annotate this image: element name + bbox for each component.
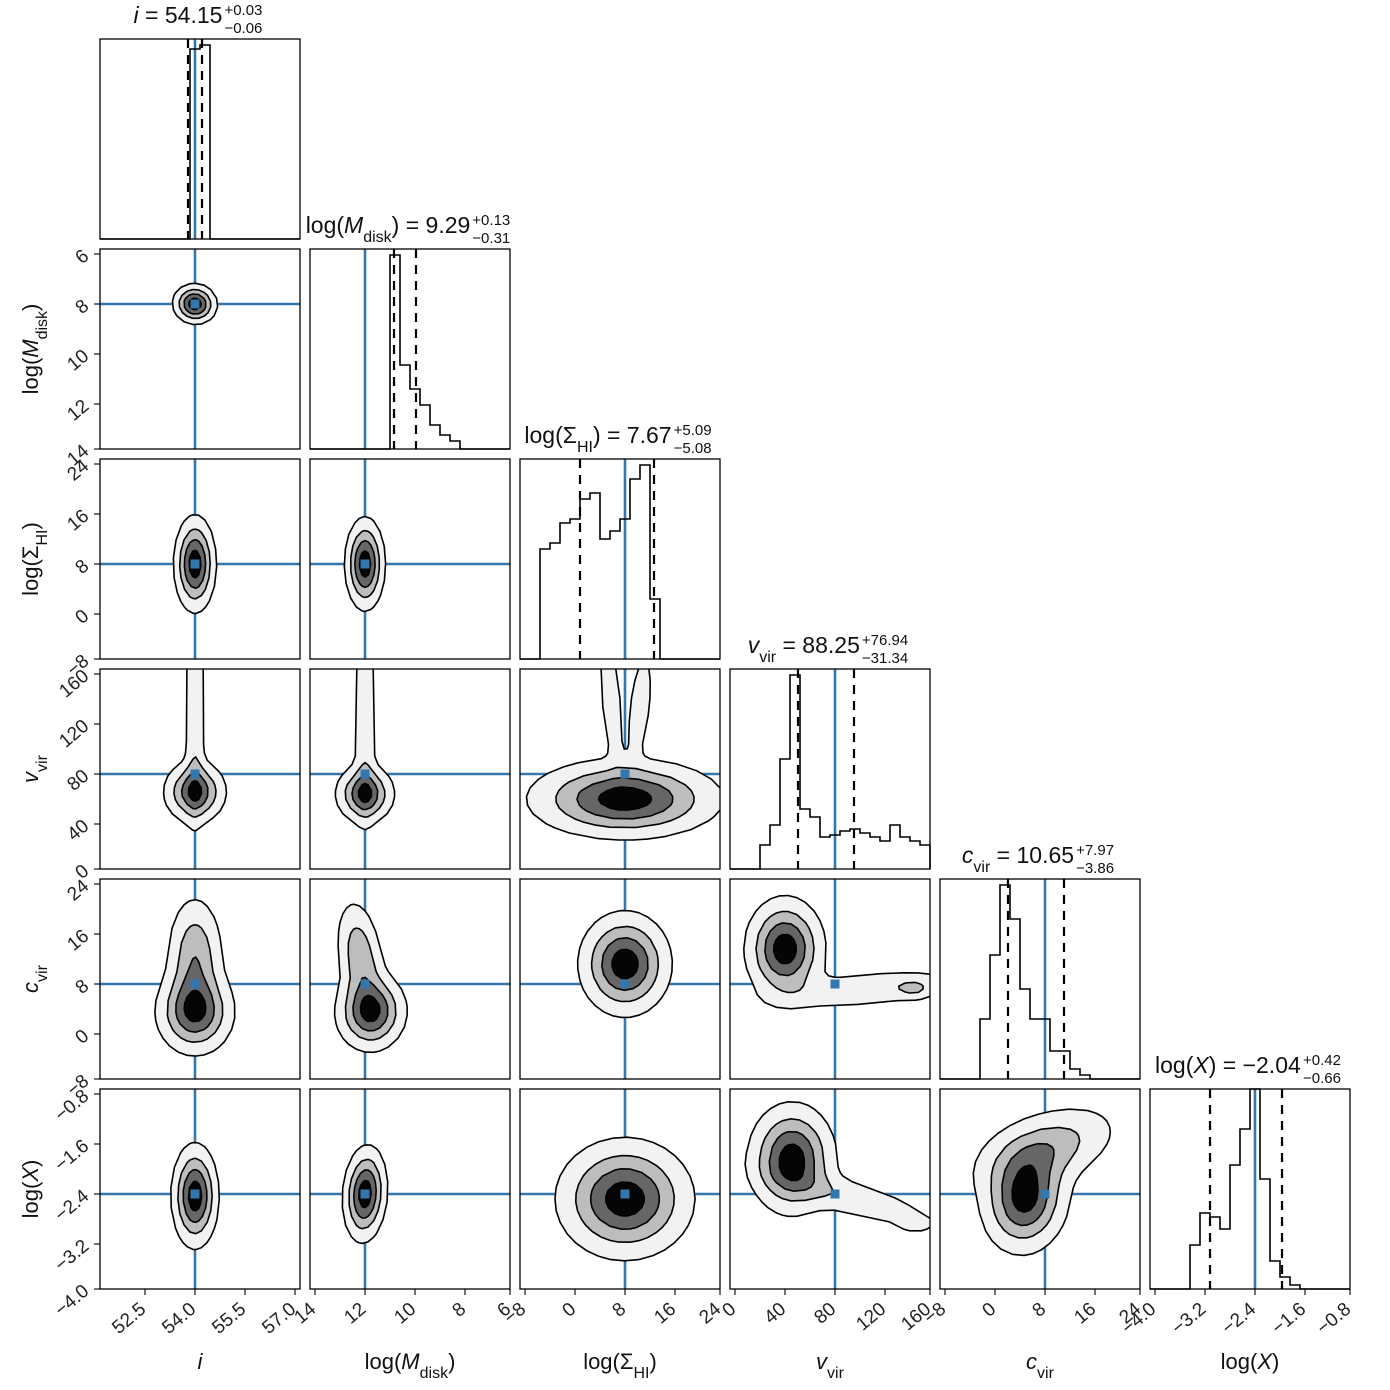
svg-text:+0.13: +0.13 (472, 212, 510, 229)
svg-text:−3.86: −3.86 (1076, 860, 1114, 877)
svg-text:log(X) = −2.04: log(X) = −2.04 (1155, 1052, 1301, 1078)
svg-text:+76.94: +76.94 (862, 632, 908, 649)
svg-text:−0.66: −0.66 (1303, 1070, 1341, 1087)
svg-text:i = 54.15: i = 54.15 (134, 2, 223, 28)
svg-text:+0.03: +0.03 (224, 2, 262, 19)
svg-text:+0.42: +0.42 (1303, 1052, 1341, 1069)
svg-text:log(X): log(X) (18, 1160, 43, 1219)
svg-text:−0.06: −0.06 (224, 20, 262, 37)
svg-text:−31.34: −31.34 (862, 650, 908, 667)
svg-text:+7.97: +7.97 (1076, 842, 1114, 859)
svg-text:−0.31: −0.31 (472, 230, 510, 247)
svg-text:+5.09: +5.09 (674, 422, 712, 439)
svg-text:log(X): log(X) (1221, 1349, 1280, 1374)
svg-text:−5.08: −5.08 (674, 440, 712, 457)
